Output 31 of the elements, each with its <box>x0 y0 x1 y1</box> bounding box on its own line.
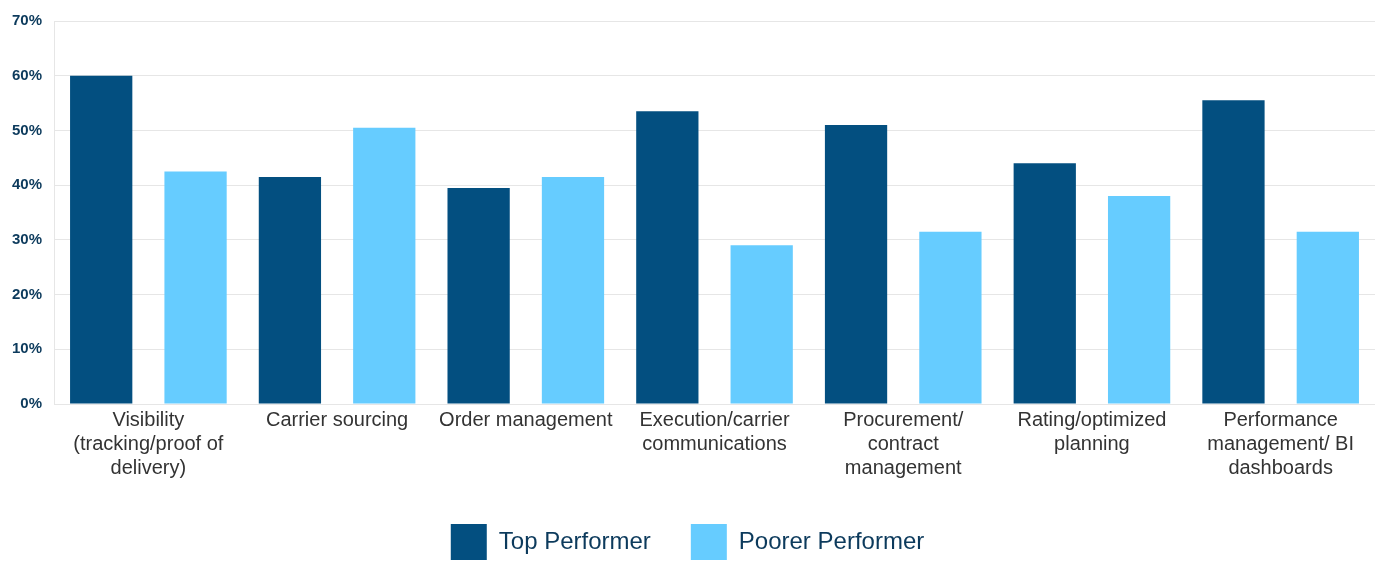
bar <box>824 124 888 404</box>
legend-label: Top Performer <box>498 526 651 554</box>
bar <box>1013 163 1076 404</box>
y-tick-label: 20% <box>11 284 43 302</box>
bar <box>919 231 982 404</box>
bar <box>1296 231 1359 404</box>
x-tick-label: Rating/optimized planning <box>1017 407 1167 454</box>
bar <box>353 127 416 404</box>
y-tick-label: 0% <box>20 394 43 412</box>
y-tick-label: 30% <box>11 230 43 247</box>
bar <box>1107 196 1171 404</box>
x-tick-label: Carrier sourcing <box>265 407 409 430</box>
bar <box>1202 100 1265 404</box>
bar <box>541 176 605 404</box>
y-tick-label: 60% <box>11 65 43 83</box>
y-tick-label: 70% <box>11 11 43 29</box>
y-tick-label: 40% <box>11 175 43 193</box>
bar <box>636 111 699 404</box>
bar <box>258 176 322 404</box>
y-tick-label: 50% <box>11 120 43 138</box>
bar <box>70 75 133 404</box>
bar <box>447 187 510 404</box>
x-tick-label: Visibility (tracking/proof of delivery) <box>73 407 224 478</box>
x-tick-label: Order management <box>439 407 613 430</box>
x-tick-label: Procurement/ contract management <box>843 407 964 478</box>
x-tick-label: Execution/carrier communications <box>639 407 790 454</box>
x-tick-label: Performance management/ BI dashboards <box>1207 407 1355 478</box>
y-tick-label: 10% <box>11 339 43 357</box>
bar <box>730 245 793 404</box>
bar <box>164 171 227 404</box>
legend-label: Poorer Performer <box>738 526 925 554</box>
